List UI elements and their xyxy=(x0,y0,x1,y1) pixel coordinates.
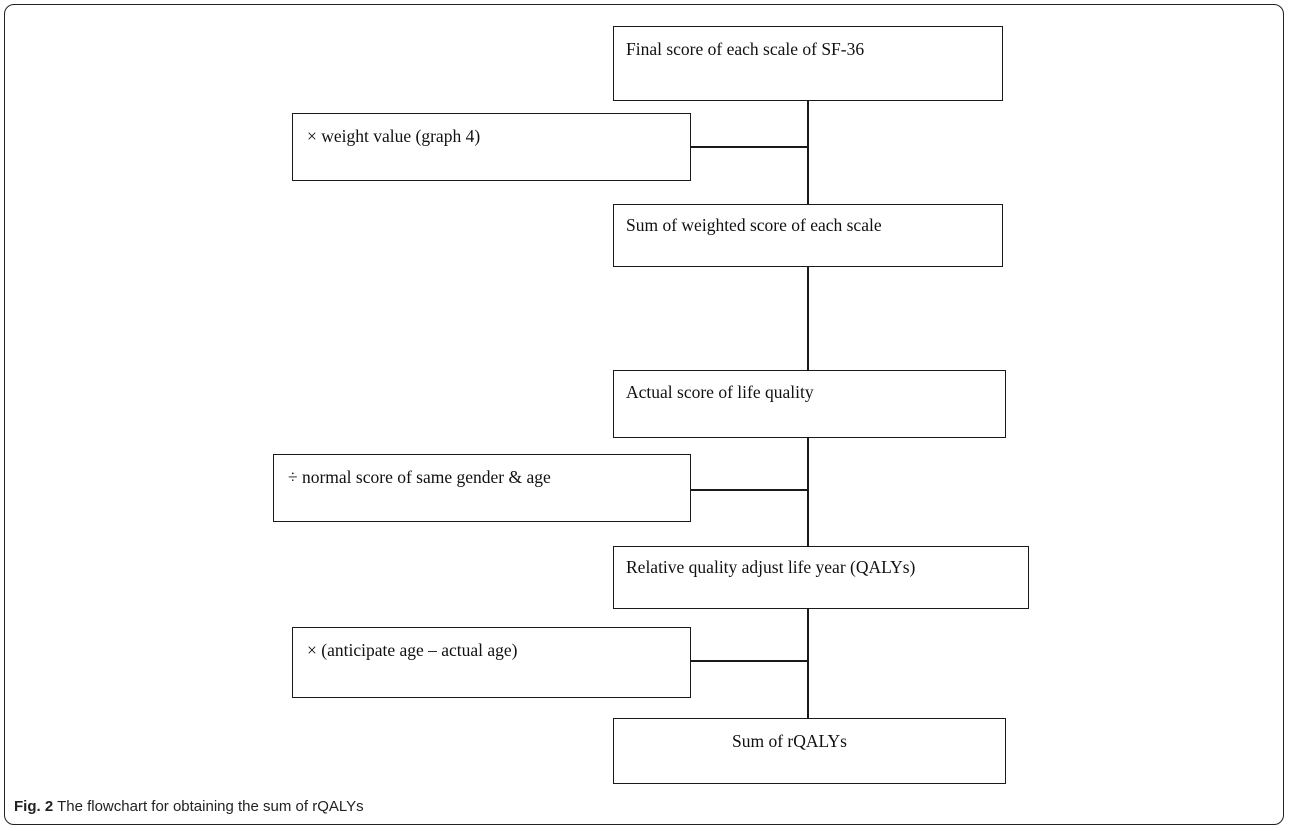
connector-side-2 xyxy=(690,489,808,491)
connector-side-1 xyxy=(690,146,808,148)
step-sum-rqalys: Sum of rQALYs xyxy=(613,718,1006,784)
op-normal-score: ÷ normal score of same gender & age xyxy=(273,454,691,522)
figure-caption-text: The flowchart for obtaining the sum of r… xyxy=(53,798,364,815)
op-normal-score-label: ÷ normal score of same gender & age xyxy=(288,467,551,487)
step-relative-qaly: Relative quality adjust life year (QALYs… xyxy=(613,546,1029,609)
op-anticipate-age: × (anticipate age – actual age) xyxy=(292,627,691,698)
figure-frame xyxy=(4,4,1284,825)
step-actual-score: Actual score of life quality xyxy=(613,370,1006,438)
step-sum-rqalys-label: Sum of rQALYs xyxy=(732,731,847,751)
connector-side-3 xyxy=(690,660,808,662)
step-actual-score-label: Actual score of life quality xyxy=(626,382,814,402)
connector-main-1 xyxy=(807,100,809,205)
step-sum-weighted-label: Sum of weighted score of each scale xyxy=(626,215,882,235)
step-sum-weighted: Sum of weighted score of each scale xyxy=(613,204,1003,267)
op-weight-value-label: × weight value (graph 4) xyxy=(307,126,481,146)
op-anticipate-age-label: × (anticipate age – actual age) xyxy=(307,640,518,660)
connector-main-2 xyxy=(807,266,809,371)
connector-main-4 xyxy=(807,608,809,719)
step-final-score: Final score of each scale of SF-36 xyxy=(613,26,1003,101)
op-weight-value: × weight value (graph 4) xyxy=(292,113,691,181)
step-final-score-label: Final score of each scale of SF-36 xyxy=(626,39,865,59)
connector-main-3 xyxy=(807,437,809,547)
step-relative-qaly-label: Relative quality adjust life year (QALYs… xyxy=(626,557,916,577)
figure-caption: Fig. 2 The flowchart for obtaining the s… xyxy=(14,798,364,815)
figure-number: Fig. 2 xyxy=(14,798,54,815)
